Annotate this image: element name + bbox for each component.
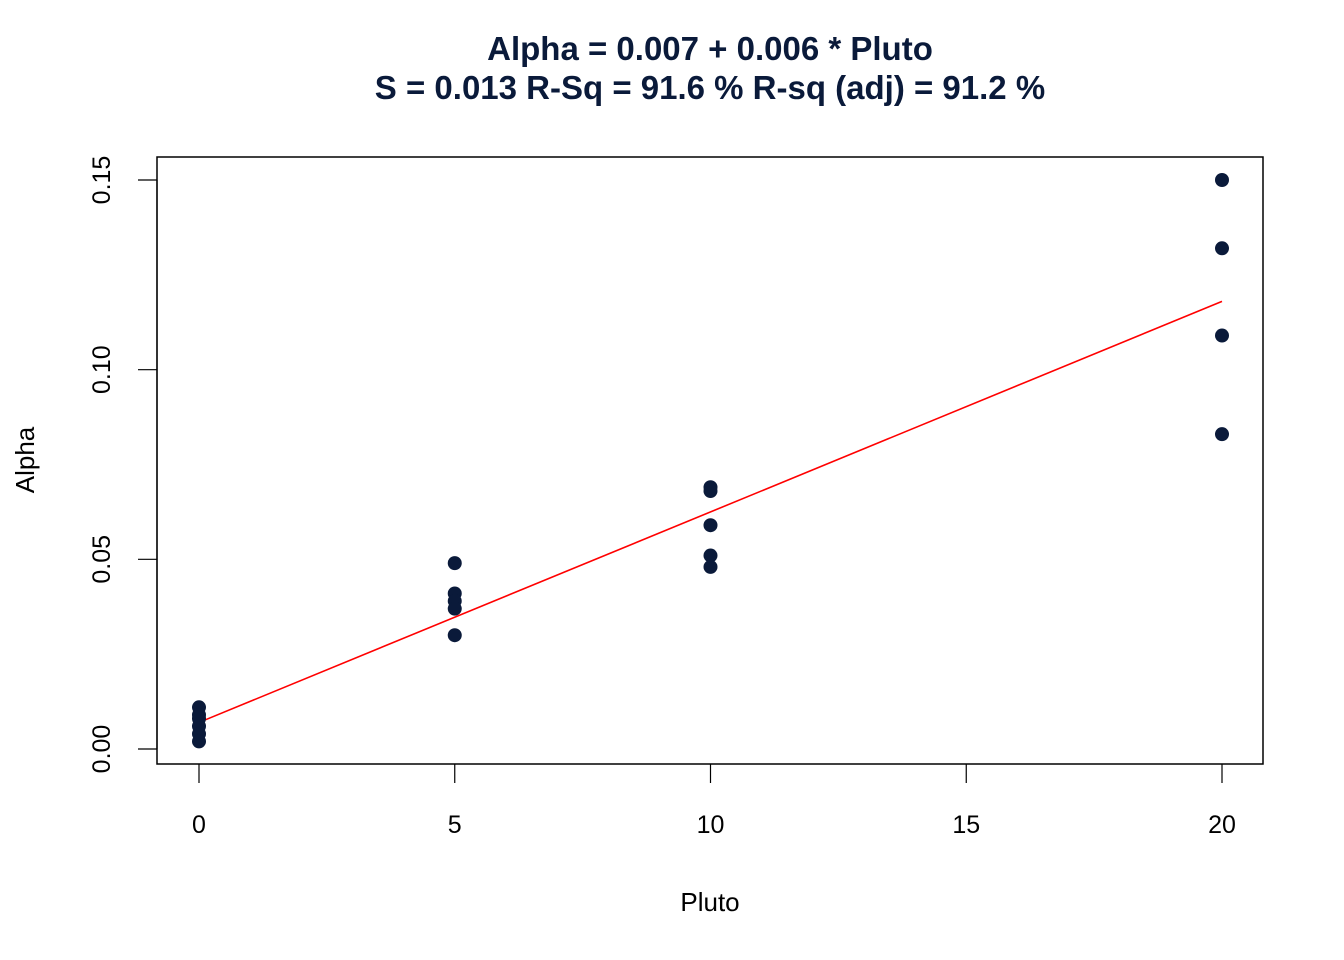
y-axis: 0.00 0.05 0.10 0.15 — [88, 156, 158, 774]
data-point — [703, 518, 718, 533]
data-point — [1215, 427, 1229, 442]
x-tick-label: 0 — [192, 811, 206, 839]
x-tick-label: 20 — [1208, 811, 1236, 839]
data-point — [1215, 173, 1229, 187]
data-point — [703, 484, 718, 499]
x-tick-label: 15 — [952, 811, 980, 839]
data-points — [192, 173, 1229, 749]
data-point — [703, 548, 718, 563]
data-point — [447, 601, 462, 616]
x-axis-title: Pluto — [680, 887, 739, 917]
chart-title: Alpha = 0.007 + 0.006 * Pluto — [487, 30, 933, 67]
data-point — [703, 559, 718, 574]
chart-subtitle: S = 0.013 R-Sq = 91.6 % R-sq (adj) = 91.… — [374, 69, 1046, 106]
regression-line — [198, 300, 1223, 724]
y-tick-label: 0.15 — [88, 156, 116, 205]
data-point — [1215, 328, 1229, 343]
x-tick-label: 5 — [448, 811, 462, 839]
y-axis-title: Alpha — [10, 426, 40, 493]
data-point — [447, 556, 462, 571]
x-tick-label: 10 — [697, 811, 725, 839]
data-point — [192, 734, 206, 749]
y-tick-label: 0.00 — [88, 725, 116, 774]
data-point — [1215, 241, 1229, 256]
plot-frame — [156, 156, 1264, 765]
y-tick-label: 0.10 — [88, 345, 116, 394]
x-axis: 0 5 10 15 20 — [192, 764, 1236, 839]
data-point — [447, 628, 462, 643]
y-tick-label: 0.05 — [88, 535, 116, 584]
